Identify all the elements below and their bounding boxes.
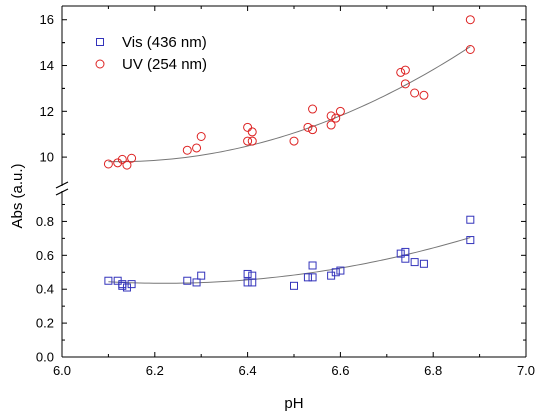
data-point-circle <box>192 143 202 153</box>
data-point-square <box>183 276 192 285</box>
data-point-square <box>396 249 405 258</box>
data-point-circle <box>117 154 127 164</box>
y-tick-label: 0.0 <box>36 350 54 365</box>
data-point-circle <box>196 132 206 141</box>
x-tick-label: 6.4 <box>239 363 257 378</box>
x-tick-label: 6.0 <box>53 363 71 378</box>
y-axis-label: Abs (a.u.) <box>9 163 26 228</box>
axis-break-mark <box>55 188 69 196</box>
y-tick-label: 0.4 <box>36 282 54 297</box>
data-point-circle <box>331 113 341 123</box>
data-point-circle <box>243 122 253 132</box>
data-point-square <box>308 273 317 282</box>
data-point-circle <box>103 159 113 169</box>
y-tick-label: 16 <box>40 12 54 27</box>
x-axis-label: pH <box>284 395 303 412</box>
fit-line <box>108 237 471 284</box>
data-point-circle <box>465 45 475 54</box>
data-point-circle <box>400 65 410 75</box>
data-point-circle <box>308 125 318 135</box>
data-point-square <box>308 261 317 270</box>
y-tick-label: 0.2 <box>36 316 54 331</box>
data-point-circle <box>303 122 313 132</box>
data-point-square <box>127 280 136 289</box>
y-tick-label: 0.8 <box>36 214 54 229</box>
data-point-square <box>331 268 340 277</box>
data-point-circle <box>127 153 137 163</box>
data-point-square <box>466 236 475 245</box>
data-point-circle <box>326 120 336 130</box>
axis-break-mark <box>55 181 69 189</box>
data-point-circle <box>247 127 257 137</box>
data-point-circle <box>396 67 406 77</box>
data-point-circle <box>419 90 429 100</box>
data-point-circle <box>465 15 475 25</box>
data-point-square <box>401 254 410 263</box>
data-points <box>103 15 475 292</box>
data-point-square <box>290 281 298 290</box>
data-point-circle <box>182 145 192 155</box>
data-point-circle <box>122 160 132 170</box>
data-point-circle <box>400 79 410 89</box>
legend-marker-circle <box>95 59 105 69</box>
data-point-circle <box>308 104 318 114</box>
data-point-square <box>410 258 419 267</box>
y-tick-label: 14 <box>40 58 54 73</box>
axes <box>55 5 527 358</box>
data-point-square <box>243 278 252 287</box>
fit-line <box>108 46 471 163</box>
tick-labels: 6.0 6.2 6.4 6.6 6.8 7.0 0.0 0.2 0.4 0.6 0.8 10 12 14 1… <box>36 12 535 378</box>
data-point-square <box>419 259 428 268</box>
data-point-square <box>336 266 345 275</box>
data-point-square <box>243 269 252 278</box>
data-point-square <box>192 278 201 287</box>
data-point-circle <box>410 88 420 98</box>
x-tick-label: 6.8 <box>424 363 442 378</box>
data-point-circle <box>326 111 336 121</box>
data-point-square <box>104 276 113 285</box>
data-point-circle <box>289 136 299 146</box>
x-tick-label: 6.2 <box>146 363 164 378</box>
fit-lines <box>108 46 471 284</box>
x-tick-label: 6.6 <box>331 363 349 378</box>
data-point-square <box>248 278 257 287</box>
y-tick-label: 12 <box>40 104 54 119</box>
data-point-square <box>197 271 206 280</box>
data-point-circle <box>247 136 257 146</box>
data-point-square <box>248 271 257 280</box>
legend-entry: UV (254 nm) <box>122 56 207 73</box>
data-point-circle <box>243 136 253 146</box>
y-tick-label: 0.6 <box>36 248 54 263</box>
legend: Vis (436 nm) UV (254 nm) <box>95 34 207 73</box>
data-point-square <box>466 215 475 224</box>
data-point-square <box>303 273 312 282</box>
legend-marker-square <box>96 38 104 46</box>
legend-entry: Vis (436 nm) <box>122 34 207 51</box>
y-tick-label: 10 <box>40 150 54 165</box>
data-point-square <box>118 281 127 290</box>
data-point-circle <box>335 106 345 116</box>
x-tick-label: 7.0 <box>517 363 535 378</box>
data-point-circle <box>113 158 123 168</box>
